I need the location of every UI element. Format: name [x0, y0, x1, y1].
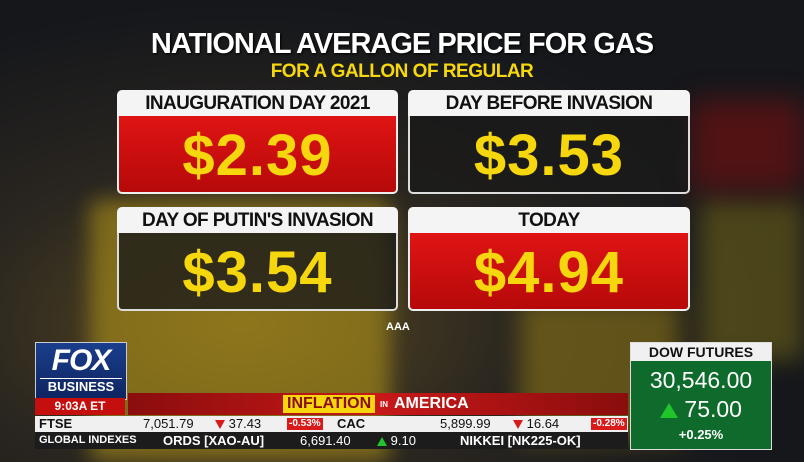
price-card: DAY OF PUTIN'S INVASION $3.54 — [117, 207, 398, 311]
price-card: INAUGURATION DAY 2021 $2.39 — [117, 90, 398, 194]
network-logo: FOX BUSINESS — [35, 342, 127, 400]
dow-percent: +0.25% — [678, 427, 724, 442]
ticker-item: FTSE — [39, 416, 73, 431]
banner: INFLATION IN AMERICA — [128, 393, 628, 415]
ticker-item: NIKKEI [NK225-OK] — [460, 433, 581, 448]
card-label: INAUGURATION DAY 2021 — [117, 90, 398, 116]
ticker-row: GLOBAL INDEXES ORDS [XAO-AU] 6,691.40 9.… — [35, 432, 628, 449]
down-arrow — [215, 420, 225, 430]
background-sign — [690, 100, 804, 190]
time: 9:03A ET — [35, 398, 125, 415]
banner-middle: IN — [380, 400, 388, 409]
dow-box: DOW FUTURES 30,546.00 75.00 +0.25% — [630, 342, 772, 450]
card-price: $4.94 — [408, 233, 690, 311]
ticker-item: 37.43 — [228, 416, 262, 431]
ticker-item: ORDS [XAO-AU] — [163, 433, 265, 448]
card-label: TODAY — [408, 207, 690, 233]
card-price: $3.53 — [408, 116, 690, 194]
dow-label: DOW FUTURES — [631, 343, 771, 361]
down-arrow — [513, 420, 523, 430]
banner-left: INFLATION — [283, 395, 376, 413]
background-pump — [700, 200, 804, 360]
dow-value: 30,546.00 — [649, 367, 753, 393]
up-arrow — [660, 403, 679, 419]
ticker-item: 5,899.99 — [440, 416, 491, 431]
logo-channel: BUSINESS — [40, 378, 122, 395]
price-card: TODAY $4.94 — [408, 207, 690, 311]
ticker-row: FTSE 7,051.79 37.43 -0.53% CAC 5,899.99 … — [35, 416, 628, 432]
ticker-item: 7,051.79 — [143, 416, 194, 431]
ticker-item: 6,691.40 — [300, 433, 351, 448]
banner-right: AMERICA — [394, 395, 469, 412]
ticker-item: 9.10 — [390, 433, 416, 448]
card-price: $3.54 — [117, 233, 398, 311]
card-price: $2.39 — [117, 116, 398, 194]
ticker-item: -0.28% — [591, 418, 627, 430]
card-label: DAY OF PUTIN'S INVASION — [117, 207, 398, 233]
card-label: DAY BEFORE INVASION — [408, 90, 690, 116]
title: NATIONAL AVERAGE PRICE FOR GAS — [150, 28, 654, 60]
up-arrow — [377, 437, 387, 447]
dow-change: 75.00 — [684, 396, 742, 422]
ticker-item: 16.64 — [526, 416, 560, 431]
ticker-item: CAC — [337, 416, 366, 431]
ticker-item: GLOBAL INDEXES — [39, 434, 137, 446]
subtitle: FOR A GALLON OF REGULAR — [270, 61, 534, 82]
price-card: DAY BEFORE INVASION $3.53 — [408, 90, 690, 194]
logo-network: FOX — [51, 344, 112, 377]
source: AAA — [386, 321, 410, 333]
ticker-item: -0.53% — [287, 418, 323, 430]
